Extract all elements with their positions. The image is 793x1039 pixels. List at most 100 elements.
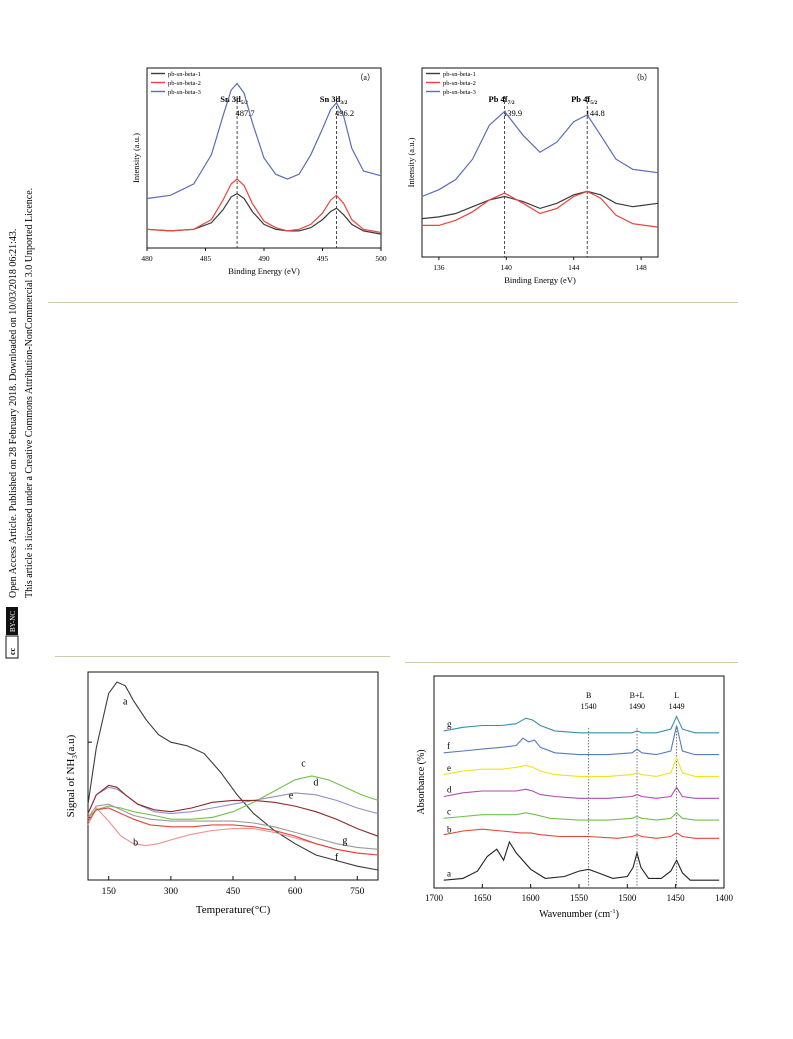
- chart-tpd: 150 300 450 600 750 Temperature(°C) Signal of …: [65, 671, 379, 916]
- legend-entry: pb-sn-beta-3: [443, 89, 476, 96]
- series-line-pb-sn-beta-3: [421, 110, 659, 198]
- peak-title-sub: 5/2: [590, 100, 597, 106]
- series-line-pb-sn-beta-2: [146, 178, 382, 234]
- series-line-pb-sn-beta-1: [421, 190, 659, 220]
- y-axis-label: Intensity (a.u.): [406, 137, 416, 187]
- x-tick-label: 1550: [570, 893, 589, 903]
- peak-value: 487.7: [236, 108, 255, 118]
- series-label: a: [447, 868, 451, 878]
- y-axis-label: Signal of NH3(a.u): [65, 734, 79, 817]
- x-axis-label: Temperature(°C): [196, 904, 271, 916]
- x-tick-label: 490: [258, 254, 270, 263]
- x-tick-label: 750: [350, 887, 365, 897]
- x-axis-label-sup: -1: [610, 908, 615, 915]
- peak-title-sub: 5/2: [241, 100, 248, 106]
- peak-title-sub: 3/2: [340, 100, 347, 106]
- peak-value: 1540: [581, 702, 597, 711]
- peak-title: Pb 4f7/2: [489, 94, 515, 106]
- y-axis-label: Intensity (a.u.): [131, 133, 141, 183]
- license-sidebar: cc BY-NC Open Access Article. Published …: [2, 110, 38, 670]
- legend-entry: pb-sn-beta-1: [443, 71, 476, 78]
- series-line-e: [87, 784, 379, 837]
- peak-title-main: Sn 3d: [320, 94, 341, 104]
- x-tick-label: 1700: [425, 893, 444, 903]
- x-tick-label: 1650: [473, 893, 492, 903]
- license-line-2: This article is licensed under a Creativ…: [24, 188, 35, 598]
- legend-entry: pb-sn-beta-2: [443, 80, 476, 87]
- x-tick-label: 450: [226, 887, 241, 897]
- series-line-e: [443, 756, 720, 777]
- legend-entry: pb-sn-beta-1: [168, 71, 201, 78]
- x-tick-label: 300: [164, 887, 179, 897]
- x-tick-label: 150: [102, 887, 117, 897]
- divider-bottom-right: [405, 662, 738, 663]
- peak-title: Sn 3d5/2: [220, 94, 248, 106]
- peak-value: 144.8: [586, 108, 605, 118]
- x-axis-label: Binding Energy (eV): [504, 275, 576, 285]
- series-line-d: [443, 786, 720, 799]
- series-label: d: [447, 785, 452, 795]
- series-line-c: [443, 812, 720, 821]
- x-tick-label: 1450: [667, 893, 686, 903]
- peak-title: Pb 4f5/2: [571, 94, 597, 106]
- x-tick-label: 485: [200, 254, 212, 263]
- divider-bottom-left: [55, 656, 390, 657]
- series-label: f: [447, 741, 450, 751]
- x-tick-label: 136: [433, 263, 445, 272]
- series-line-d: [87, 786, 379, 815]
- y-axis-label-sub: 3: [71, 755, 79, 759]
- series-line-a: [443, 840, 720, 881]
- series-line-b: [443, 828, 720, 839]
- series-line-f: [443, 725, 720, 756]
- peak-title-main: Sn 3d: [220, 94, 241, 104]
- peak-value: 1449: [669, 702, 685, 711]
- x-tick-label: 1600: [522, 893, 541, 903]
- x-tick-label: 480: [141, 254, 153, 263]
- y-axis-label-tail: (a.u): [65, 734, 77, 755]
- peak-name: L: [674, 691, 679, 700]
- x-tick-label: 1500: [618, 893, 637, 903]
- x-tick-label: 500: [375, 254, 387, 263]
- panel-label: （b）: [632, 73, 652, 82]
- series-label: d: [313, 777, 318, 788]
- panel-label: （a）: [355, 73, 375, 82]
- series-label: e: [289, 791, 294, 802]
- x-axis-label-main: Wavenumber (cm: [539, 909, 610, 920]
- by-nc-badge-icon: [6, 607, 18, 635]
- peak-name: B+L: [630, 691, 645, 700]
- series-label: b: [447, 825, 452, 835]
- peak-title-sub: 7/2: [508, 100, 515, 106]
- series-line-pb-sn-beta-3: [146, 82, 382, 200]
- peak-title-main: Pb 4f: [571, 94, 590, 104]
- x-tick-label: 495: [317, 254, 329, 263]
- series-line-f: [87, 807, 379, 856]
- series-line-pb-sn-beta-1: [146, 192, 382, 235]
- legend-entry: pb-sn-beta-3: [168, 89, 201, 96]
- cc-badge-text: cc: [8, 647, 17, 655]
- y-axis-label: Absorbance (%): [416, 749, 427, 814]
- x-axis-label-tail: ): [616, 909, 619, 920]
- by-nc-badge-text: BY-NC: [9, 611, 17, 632]
- series-line-g: [87, 803, 379, 850]
- license-line-1: Open Access Article. Published on 28 Feb…: [8, 229, 19, 598]
- series-label: c: [301, 759, 306, 770]
- legend-entry: pb-sn-beta-2: [168, 80, 201, 87]
- x-tick-label: 140: [501, 263, 513, 272]
- series-label: a: [123, 697, 128, 708]
- x-axis-label: Wavenumber (cm-1): [539, 908, 619, 920]
- x-tick-label: 144: [568, 263, 580, 272]
- peak-title: Sn 3d3/2: [320, 94, 348, 106]
- series-label: b: [133, 838, 138, 849]
- x-tick-label: 148: [636, 263, 648, 272]
- peak-value: 1490: [629, 702, 645, 711]
- series-line-a: [87, 681, 379, 871]
- peak-title-main: Pb 4f: [489, 94, 508, 104]
- peak-value: 139.9: [503, 108, 522, 118]
- chart-xps-sn: 480 485 490 495 500 Binding Energy (eV) Intens…: [131, 67, 387, 276]
- series-line-c: [87, 775, 379, 820]
- series-line-g: [443, 715, 720, 734]
- series-label: g: [342, 836, 347, 847]
- chart-ir: 1700 1650 1600 1550 1500 1450 1400 Wavenumber (…: [416, 675, 733, 920]
- series-line-pb-sn-beta-2: [422, 190, 659, 228]
- cc-badge-icon: [5, 635, 19, 659]
